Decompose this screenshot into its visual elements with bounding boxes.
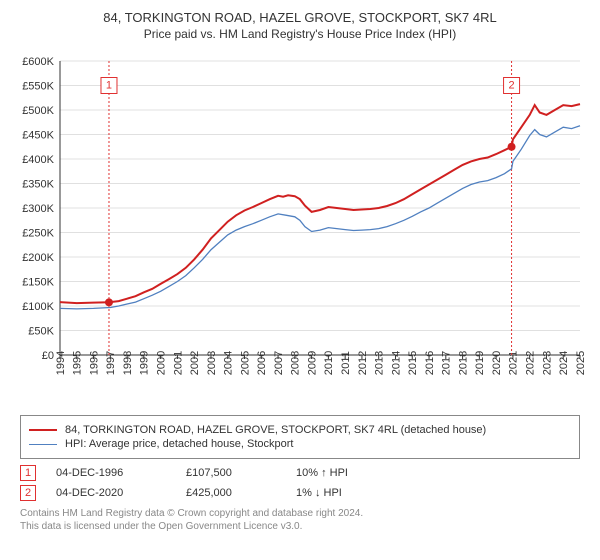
svg-text:1999: 1999 [139,351,151,375]
svg-text:£50K: £50K [28,326,54,338]
svg-text:2022: 2022 [525,351,537,375]
chart-svg: £0 £50K £100K £150K £200K £250K £300K £350K £400… [10,47,590,407]
chart-title: 84, TORKINGTON ROAD, HAZEL GROVE, STOCKP… [10,10,590,25]
svg-text:2019: 2019 [474,351,486,375]
event-marker: 2 [20,485,36,501]
footer-line: This data is licensed under the Open Gov… [20,520,580,533]
chart-plot: £0 £50K £100K £150K £200K £250K £300K £350K £400… [10,47,590,407]
legend-item: 84, TORKINGTON ROAD, HAZEL GROVE, STOCKP… [29,424,571,436]
legend-swatch [29,444,57,445]
svg-text:£450K: £450K [22,130,54,142]
svg-text:£300K: £300K [22,203,54,215]
svg-text:2023: 2023 [541,351,553,375]
svg-text:2014: 2014 [390,351,402,375]
footer-attribution: Contains HM Land Registry data © Crown c… [20,507,580,533]
event-price: £425,000 [186,487,296,499]
svg-text:2015: 2015 [407,351,419,375]
svg-text:2009: 2009 [306,351,318,375]
svg-text:£600K: £600K [22,56,54,68]
svg-text:2025: 2025 [575,351,587,375]
svg-text:2007: 2007 [273,351,285,375]
svg-text:£550K: £550K [22,81,54,93]
svg-text:£150K: £150K [22,277,54,289]
svg-text:£500K: £500K [22,105,54,117]
event-row: 1 04-DEC-1996£107,50010% ↑ HPI [20,465,580,481]
svg-text:£200K: £200K [22,252,54,264]
svg-text:2003: 2003 [206,351,218,375]
svg-text:£400K: £400K [22,154,54,166]
svg-text:2: 2 [508,80,514,92]
svg-text:1997: 1997 [105,351,117,375]
svg-text:2010: 2010 [323,351,335,375]
svg-text:2013: 2013 [374,351,386,375]
chart-container: 84, TORKINGTON ROAD, HAZEL GROVE, STOCKP… [0,0,600,541]
svg-text:2016: 2016 [424,351,436,375]
svg-text:1996: 1996 [88,351,100,375]
svg-text:2001: 2001 [172,351,184,375]
event-date: 04-DEC-1996 [56,467,186,479]
svg-text:1994: 1994 [55,351,67,375]
svg-text:2008: 2008 [290,351,302,375]
legend-label: HPI: Average price, detached house, Stoc… [65,438,294,450]
svg-text:2006: 2006 [256,351,268,375]
chart-subtitle: Price paid vs. HM Land Registry's House … [10,27,590,41]
event-price: £107,500 [186,467,296,479]
svg-text:2012: 2012 [357,351,369,375]
event-marker: 1 [20,465,36,481]
svg-text:2024: 2024 [558,351,570,375]
event-row: 2 04-DEC-2020£425,0001% ↓ HPI [20,485,580,501]
svg-text:2002: 2002 [189,351,201,375]
svg-text:£0: £0 [42,350,54,362]
svg-text:1995: 1995 [72,351,84,375]
svg-text:2020: 2020 [491,351,503,375]
footer-line: Contains HM Land Registry data © Crown c… [20,507,580,520]
svg-text:2018: 2018 [457,351,469,375]
legend-swatch [29,429,57,431]
svg-text:1: 1 [106,80,112,92]
svg-text:1998: 1998 [122,351,134,375]
legend-item: HPI: Average price, detached house, Stoc… [29,438,571,450]
event-table: 1 04-DEC-1996£107,50010% ↑ HPI 2 04-DEC-202… [20,465,580,501]
legend: 84, TORKINGTON ROAD, HAZEL GROVE, STOCKP… [20,415,580,459]
legend-label: 84, TORKINGTON ROAD, HAZEL GROVE, STOCKP… [65,424,486,436]
svg-text:£100K: £100K [22,301,54,313]
svg-text:2021: 2021 [508,351,520,375]
event-date: 04-DEC-2020 [56,487,186,499]
svg-text:£250K: £250K [22,228,54,240]
event-pct: 1% ↓ HPI [296,487,416,499]
svg-text:2017: 2017 [441,351,453,375]
svg-text:£350K: £350K [22,179,54,191]
svg-text:2000: 2000 [155,351,167,375]
svg-text:2005: 2005 [239,351,251,375]
event-pct: 10% ↑ HPI [296,467,416,479]
svg-text:2004: 2004 [223,351,235,375]
